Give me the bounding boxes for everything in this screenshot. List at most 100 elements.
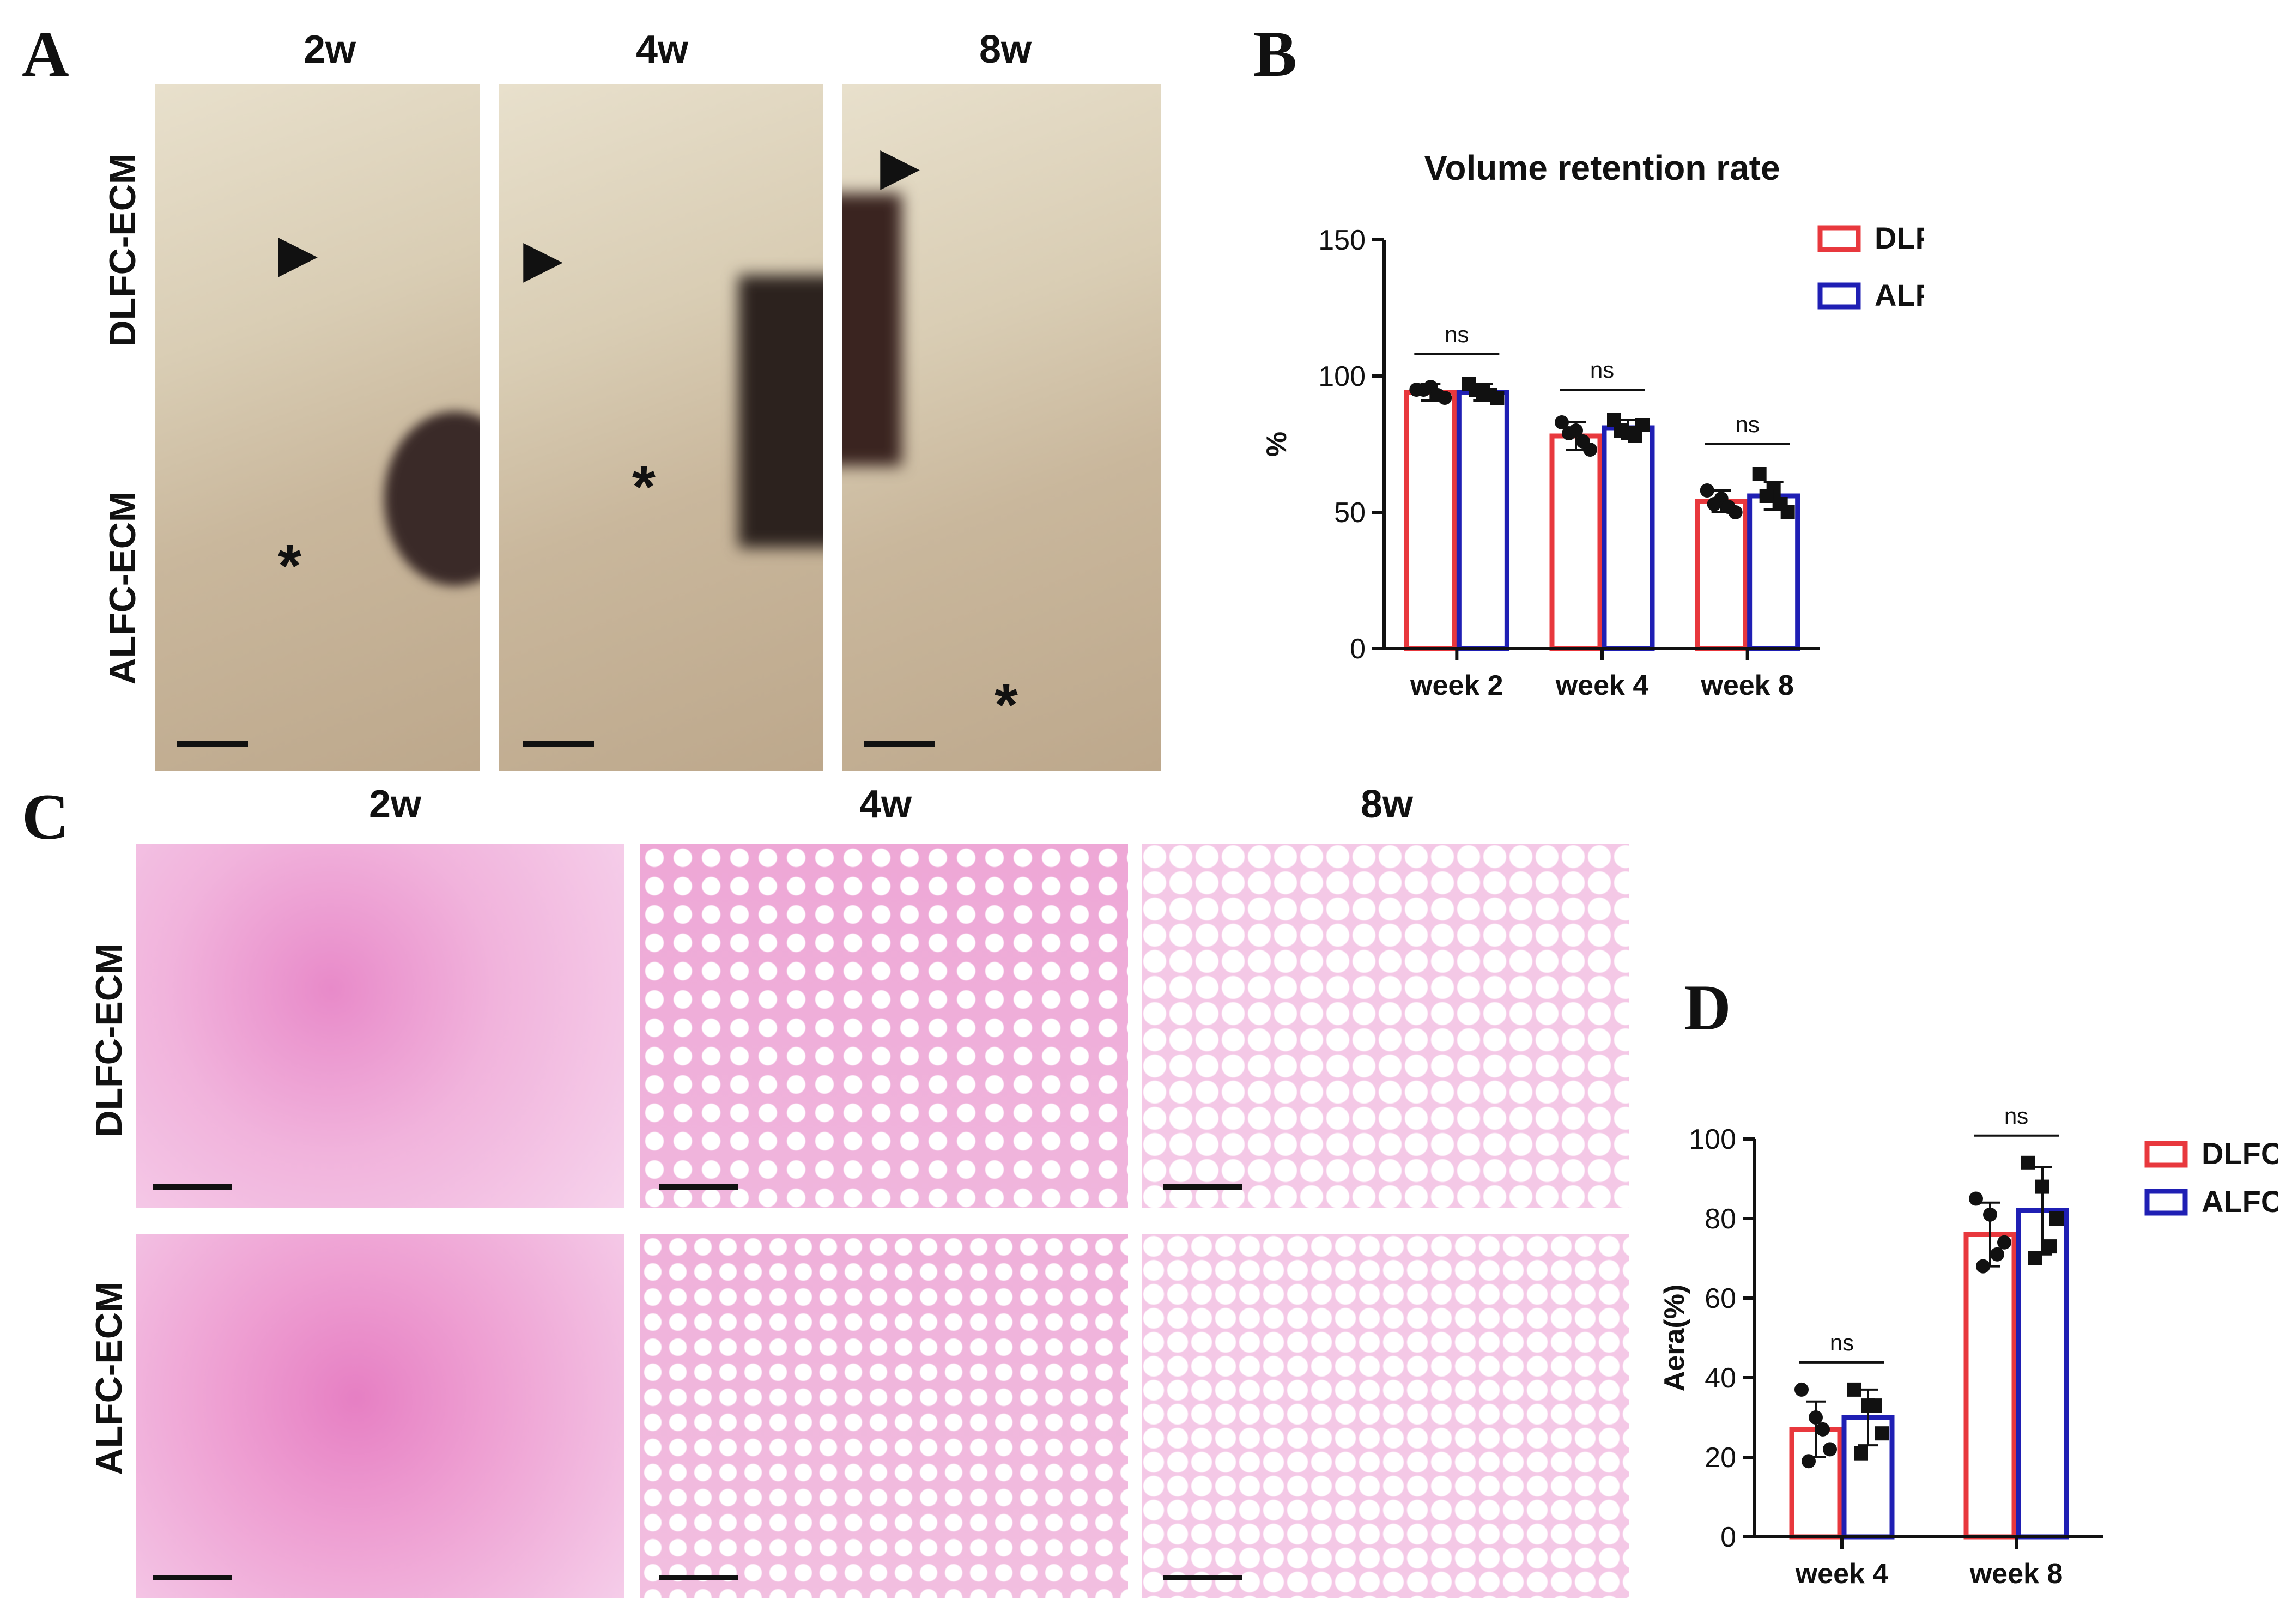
x-tick-label: week 4 bbox=[1795, 1558, 1889, 1590]
y-tick-label: 40 bbox=[1705, 1362, 1736, 1394]
data-point bbox=[1416, 383, 1431, 397]
x-tick-label: week 8 bbox=[1969, 1558, 2063, 1590]
data-point bbox=[2035, 1179, 2049, 1194]
data-point bbox=[1802, 1454, 1816, 1469]
panel-a-col-label-8w: 8w bbox=[979, 28, 1032, 71]
scale-bar bbox=[864, 741, 935, 747]
panel-a-photo-2w: ▶ * bbox=[155, 84, 480, 771]
panel-a-row-label-alfc: ALFC-ECM bbox=[102, 491, 143, 685]
panel-c-histology-dlfc-4w bbox=[640, 844, 1128, 1208]
volume-retention-chart: ns ns ns 0 50 100 150% week 2 week 4 week 8 DLFC… bbox=[1261, 148, 1924, 701]
panel-a-row-label-dlfc: DLFC-ECM bbox=[102, 153, 143, 347]
scale-bar bbox=[153, 1184, 232, 1190]
panel-a-col-label-2w: 2w bbox=[303, 28, 356, 71]
y-tick-label: 100 bbox=[1689, 1124, 1736, 1155]
asterisk-marker: * bbox=[995, 671, 1018, 738]
legend-swatch-alfc bbox=[1817, 282, 1861, 310]
data-point bbox=[1700, 483, 1714, 498]
data-point bbox=[1809, 1410, 1823, 1425]
panel-letter-d: D bbox=[1684, 971, 1731, 1044]
panel-a-photo-8w: ▶ * bbox=[842, 84, 1161, 771]
panel-c-histology-alfc-8w bbox=[1142, 1234, 1629, 1598]
legend-label-dlfc: DLFC bbox=[2202, 1136, 2278, 1171]
panel-c-col-label-8w: 8w bbox=[1360, 783, 1414, 826]
y-tick-label: 60 bbox=[1705, 1283, 1736, 1314]
panel-a-col-label-4w: 4w bbox=[635, 28, 689, 71]
x-tick-label: week 8 bbox=[1700, 670, 1794, 701]
data-point bbox=[1875, 1426, 1889, 1441]
panel-c-histology-dlfc-2w bbox=[136, 844, 624, 1208]
panel-c-row-label-alfc: ALFC-ECM bbox=[88, 1281, 130, 1475]
data-point bbox=[1483, 388, 1497, 402]
data-point bbox=[2042, 1239, 2057, 1254]
data-point bbox=[1430, 388, 1445, 402]
legend-label-alfc: ALFC bbox=[1875, 278, 1924, 312]
panel-c-col-label-4w: 4w bbox=[859, 783, 912, 826]
data-point bbox=[1823, 1442, 1837, 1457]
legend-swatch-dlfc bbox=[1817, 225, 1861, 252]
scale-bar bbox=[153, 1575, 232, 1580]
data-point bbox=[1816, 1422, 1830, 1437]
data-point bbox=[1969, 1191, 1983, 1206]
scale-bar bbox=[1163, 1575, 1242, 1580]
data-point bbox=[1847, 1382, 1861, 1397]
data-point bbox=[1555, 415, 1569, 429]
panel-c-histology-alfc-4w bbox=[640, 1234, 1128, 1598]
x-tick-label: week 2 bbox=[1410, 670, 1503, 701]
y-tick-label: 80 bbox=[1705, 1203, 1736, 1235]
y-tick-label: 0 bbox=[1720, 1522, 1736, 1553]
scale-bar bbox=[1163, 1184, 1242, 1190]
arrowhead-marker: ▶ bbox=[278, 225, 318, 282]
data-point bbox=[1773, 497, 1788, 511]
y-tick-label: 150 bbox=[1318, 225, 1366, 256]
data-point bbox=[1976, 1259, 1990, 1274]
significance-label: ns bbox=[1735, 411, 1759, 437]
significance-label: ns bbox=[1445, 322, 1469, 347]
y-tick-label: 0 bbox=[1350, 633, 1366, 665]
significance-label: ns bbox=[1830, 1330, 1854, 1355]
panel-letter-a: A bbox=[22, 17, 69, 90]
scale-bar bbox=[659, 1184, 738, 1190]
data-point bbox=[1469, 383, 1483, 397]
panel-c-row-label-dlfc: DLFC-ECM bbox=[88, 943, 130, 1137]
bar-dlfc bbox=[1963, 1232, 2017, 1540]
data-point bbox=[1990, 1247, 2004, 1262]
asterisk-marker: * bbox=[278, 532, 301, 599]
data-point bbox=[1868, 1398, 1882, 1413]
scale-bar bbox=[659, 1575, 738, 1580]
bar-dlfc bbox=[1695, 499, 1748, 651]
y-tick-label: 20 bbox=[1705, 1442, 1736, 1474]
data-point bbox=[2021, 1155, 2035, 1170]
y-tick-label: 100 bbox=[1318, 361, 1366, 392]
x-tick-label: week 4 bbox=[1555, 670, 1649, 701]
area-chart: ns ns 0 20 40 60 80 100 Aera(%) week 4 week 8 DLF… bbox=[1659, 1103, 2278, 1590]
panel-c-histology-dlfc-8w bbox=[1142, 844, 1629, 1208]
data-point bbox=[1752, 467, 1767, 481]
legend-swatch-alfc bbox=[2144, 1189, 2188, 1216]
bar-alfc bbox=[1602, 425, 1655, 651]
panel-a-photo-4w: ▶ * bbox=[499, 84, 823, 771]
bar-dlfc bbox=[1404, 390, 1457, 651]
asterisk-marker: * bbox=[632, 453, 656, 520]
data-point bbox=[1794, 1382, 1809, 1397]
scale-bar bbox=[177, 741, 248, 747]
chart-title: Volume retention rate bbox=[1424, 148, 1780, 187]
legend-swatch-dlfc bbox=[2144, 1141, 2188, 1168]
data-point bbox=[1854, 1446, 1868, 1461]
data-point bbox=[1576, 434, 1590, 449]
data-point bbox=[1562, 426, 1576, 440]
data-point bbox=[2028, 1251, 2042, 1265]
data-point bbox=[1997, 1235, 2011, 1250]
legend-label-dlfc: DLFC bbox=[1875, 221, 1924, 255]
significance-label: ns bbox=[1590, 357, 1614, 383]
panel-c-histology-alfc-2w bbox=[136, 1234, 624, 1598]
y-tick-label: 50 bbox=[1334, 497, 1366, 529]
data-point bbox=[1628, 429, 1642, 443]
data-point bbox=[1707, 497, 1721, 511]
legend-label-alfc: ALFC bbox=[2202, 1184, 2278, 1219]
scale-bar bbox=[523, 741, 594, 747]
arrowhead-marker: ▶ bbox=[523, 230, 563, 288]
significance-label: ns bbox=[2004, 1103, 2028, 1129]
bar-alfc bbox=[1456, 390, 1509, 651]
y-axis-label: % bbox=[1261, 432, 1293, 457]
